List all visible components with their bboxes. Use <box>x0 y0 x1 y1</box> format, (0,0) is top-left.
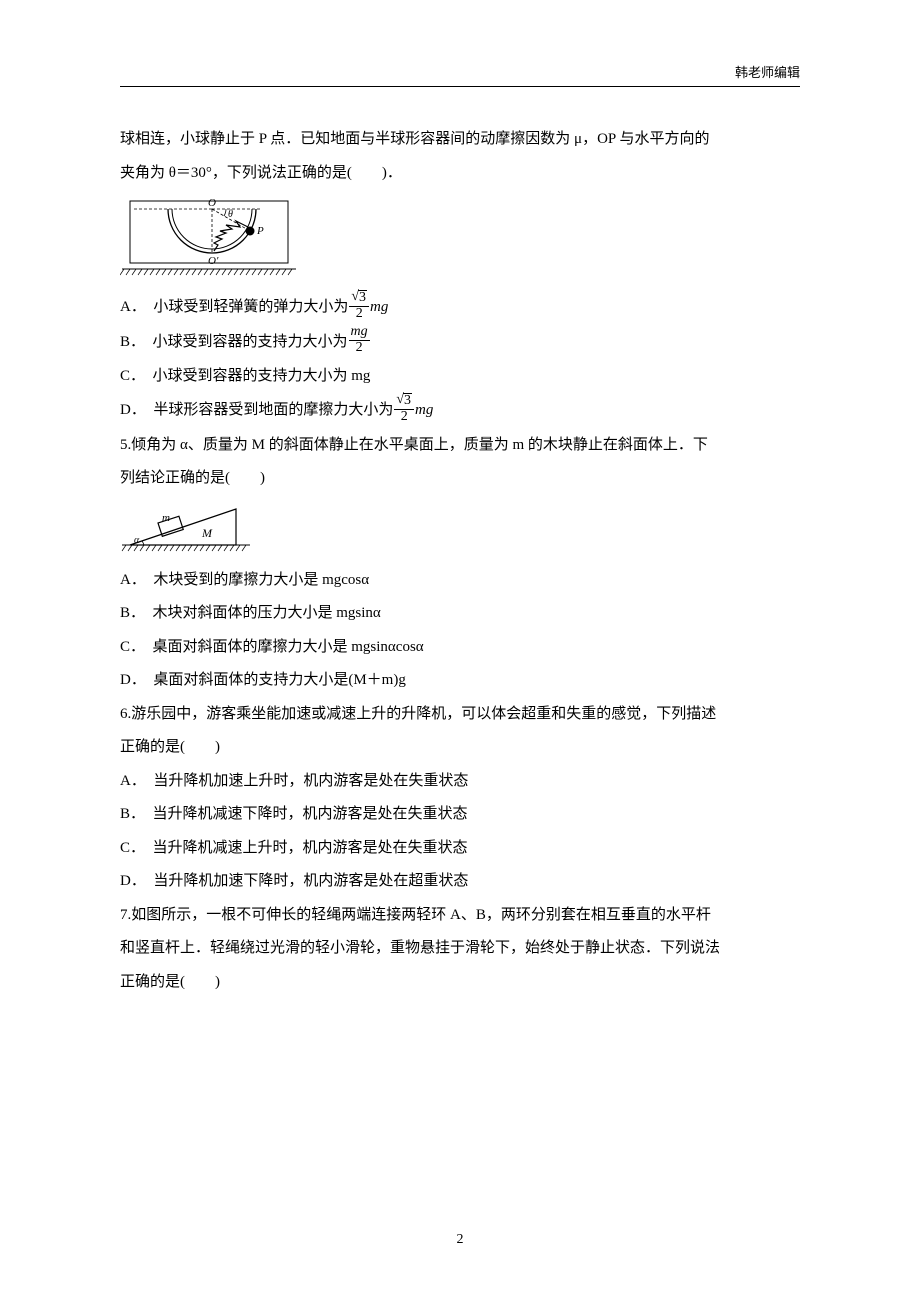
q5-option-c: C． 桌面对斜面体的摩擦力大小是 mgsinαcosα <box>120 632 800 664</box>
svg-text:m: m <box>162 512 170 524</box>
q7-line2: 和竖直杆上．轻绳绕过光滑的轻小滑轮，重物悬挂于滑轮下，始终处于静止状态．下列说法 <box>120 933 800 965</box>
opt-post: mg <box>370 292 388 322</box>
svg-text:O: O <box>208 197 216 209</box>
svg-text:α: α <box>134 535 140 546</box>
fraction-icon: mg 2 <box>349 325 370 355</box>
q6-option-a: A． 当升降机加速上升时，机内游客是处在失重状态 <box>120 766 800 798</box>
q5-option-d: D． 桌面对斜面体的支持力大小是(M＋m)g <box>120 665 800 697</box>
q4-intro-line2: 夹角为 θ＝30°，下列说法正确的是( )． <box>120 158 800 190</box>
q6-option-b: B． 当升降机减速下降时，机内游客是处在失重状态 <box>120 799 800 831</box>
q6-option-c: C． 当升降机减速上升时，机内游客是处在失重状态 <box>120 833 800 865</box>
header-editor-label: 韩老师编辑 <box>735 62 800 81</box>
opt-text: B． 小球受到容器的支持力大小为 <box>120 327 348 357</box>
svg-text:θ: θ <box>228 209 233 220</box>
fraction-icon: 3 2 <box>349 290 369 321</box>
q4-option-b: B． 小球受到容器的支持力大小为 mg 2 <box>120 326 800 356</box>
q6-option-d: D． 当升降机加速下降时，机内游客是处在超重状态 <box>120 866 800 898</box>
page-content: 球相连，小球静止于 P 点．已知地面与半球形容器间的动摩擦因数为 μ，OP 与水… <box>120 124 800 998</box>
q5-line1: 5.倾角为 α、质量为 M 的斜面体静止在水平桌面上，质量为 m 的木块静止在斜… <box>120 430 800 462</box>
header-divider <box>120 86 800 87</box>
svg-text:P: P <box>256 225 264 237</box>
q4-intro-line1: 球相连，小球静止于 P 点．已知地面与半球形容器间的动摩擦因数为 μ，OP 与水… <box>120 124 800 156</box>
svg-text:O′: O′ <box>208 255 219 267</box>
q5-option-a: A． 木块受到的摩擦力大小是 mgcosα <box>120 565 800 597</box>
q4-option-c: C． 小球受到容器的支持力大小为 mg <box>120 361 800 393</box>
q5-figure: m M α <box>120 501 800 555</box>
q4-option-d: D． 半球形容器受到地面的摩擦力大小为 3 2 mg <box>120 394 800 425</box>
q5-line2: 列结论正确的是( ) <box>120 463 800 495</box>
q4-option-a: A． 小球受到轻弹簧的弹力大小为 3 2 mg <box>120 291 800 322</box>
opt-post: mg <box>415 395 433 425</box>
page-number: 2 <box>0 1232 920 1248</box>
q6-line1: 6.游乐园中，游客乘坐能加速或减速上升的升降机，可以体会超重和失重的感觉，下列描… <box>120 699 800 731</box>
svg-text:M: M <box>201 526 213 540</box>
q7-line3: 正确的是( ) <box>120 967 800 999</box>
opt-text: D． 半球形容器受到地面的摩擦力大小为 <box>120 395 393 425</box>
q7-line1: 7.如图所示，一根不可伸长的轻绳两端连接两轻环 A、B，两环分别套在相互垂直的水… <box>120 900 800 932</box>
q5-option-b: B． 木块对斜面体的压力大小是 mgsinα <box>120 598 800 630</box>
q4-figure: O θ P O′ <box>120 195 800 281</box>
fraction-icon: 3 2 <box>394 393 414 424</box>
opt-text: A． 小球受到轻弹簧的弹力大小为 <box>120 292 348 322</box>
q6-line2: 正确的是( ) <box>120 732 800 764</box>
